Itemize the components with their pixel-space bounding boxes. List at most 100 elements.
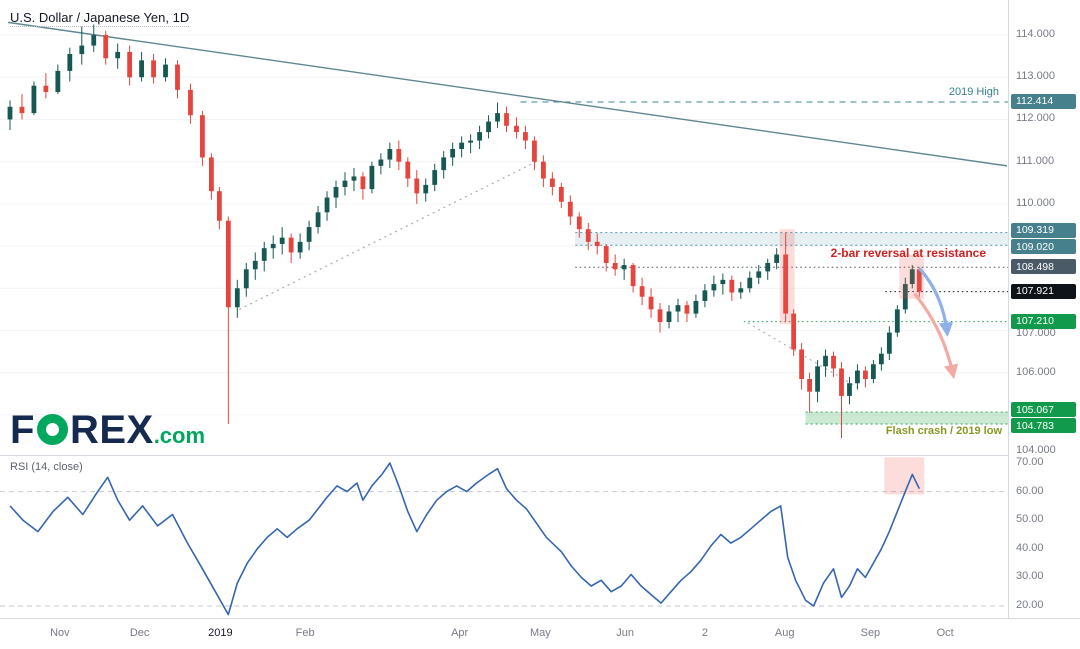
price-badge: 105.067 (1011, 402, 1076, 418)
pane-separator[interactable] (0, 455, 1080, 456)
price-tick-label: 110.000 (1016, 196, 1055, 209)
price-pane[interactable]: 2-bar reversal at resistance 2019 High Fla… (0, 0, 1008, 455)
candle (288, 237, 294, 253)
price-zone (805, 412, 1008, 425)
candle (163, 64, 168, 78)
price-axis[interactable]: 114.000 113.000 112.000 111.000 110.000 107.0… (1008, 0, 1080, 618)
candle (799, 349, 805, 380)
rsi-pane[interactable] (0, 455, 1008, 618)
candle (188, 89, 193, 116)
candle (831, 355, 836, 369)
high-2019-label: 2019 High (949, 86, 999, 98)
candle (477, 132, 482, 141)
candle (909, 269, 915, 285)
candle (693, 300, 699, 314)
candle (684, 305, 690, 314)
candle (378, 159, 384, 166)
rsi-tick-label: 70.00 (1016, 456, 1044, 468)
candle (432, 170, 438, 185)
candle (765, 262, 771, 272)
candle (208, 157, 214, 192)
candle (324, 197, 330, 213)
candle (7, 106, 13, 120)
candle (847, 383, 852, 396)
time-label: Oct (936, 627, 954, 639)
trendline[interactable] (747, 322, 862, 391)
trendline[interactable] (239, 161, 537, 310)
candle (495, 113, 500, 122)
candle (666, 311, 672, 323)
candle (127, 51, 133, 78)
candle (514, 125, 519, 133)
price-tick-label: 107.000 (1016, 327, 1056, 340)
candle (576, 216, 582, 230)
candle (504, 113, 509, 126)
candle (216, 191, 222, 221)
projection-arrow[interactable] (913, 293, 959, 380)
candle (360, 176, 366, 190)
symbol-title[interactable]: U.S. Dollar / Japanese Yen, 1D (10, 10, 190, 27)
candle (630, 265, 636, 287)
candle (423, 184, 429, 194)
time-axis[interactable]: Nov Dec 2019 Feb Apr May Jun 2 Aug Sep Oct (0, 618, 1080, 649)
candle (441, 157, 447, 171)
candle (815, 366, 820, 392)
candle (894, 309, 900, 333)
candle (657, 309, 663, 323)
time-label: 2 (701, 627, 708, 639)
candle (234, 288, 240, 308)
candle (459, 142, 465, 149)
candle (279, 237, 285, 244)
candle (200, 115, 205, 158)
candle (612, 262, 618, 270)
candle (91, 35, 97, 46)
candle (532, 140, 537, 162)
time-label: Apr (451, 627, 469, 639)
candle (297, 241, 303, 253)
projection-arrow[interactable] (918, 267, 954, 337)
rsi-highlight-box (884, 457, 925, 495)
time-label: Sep (860, 627, 881, 639)
candle (67, 54, 73, 71)
candle (103, 35, 109, 59)
flash-crash-label: Flash crash / 2019 low (886, 425, 1003, 437)
candle (486, 121, 491, 133)
time-label: May (530, 627, 551, 639)
trendline[interactable] (7, 21, 1008, 167)
candle (855, 370, 860, 384)
candle (175, 64, 180, 90)
candle (139, 60, 144, 78)
candle (243, 269, 249, 289)
candle (823, 355, 828, 367)
time-label: Dec (129, 627, 150, 639)
candle (783, 254, 789, 314)
forex-logo: F REX.com (10, 408, 205, 453)
candle (594, 241, 600, 247)
time-label: Jun (616, 627, 635, 639)
reversal-annotation: 2-bar reversal at resistance (831, 246, 987, 260)
candle (902, 284, 908, 310)
rsi-indicator-label[interactable]: RSI (14, close) (10, 461, 83, 473)
rsi-tick-label: 50.00 (1016, 513, 1044, 526)
candle (333, 186, 339, 198)
candle (151, 60, 156, 78)
candle (342, 180, 348, 187)
candle (252, 260, 258, 270)
candle (315, 212, 321, 228)
time-label: Aug (774, 627, 795, 639)
candle (711, 284, 717, 291)
candle (916, 269, 922, 292)
candle (270, 243, 276, 249)
candle (55, 70, 61, 93)
candle (43, 85, 49, 93)
candle (468, 140, 474, 143)
time-label: Nov (50, 627, 70, 639)
candle (351, 176, 357, 181)
candle (450, 148, 456, 158)
candle (225, 220, 231, 308)
rsi-tick-label: 20.00 (1016, 598, 1044, 611)
price-tick-label: 104.000 (1016, 444, 1056, 457)
candle (747, 277, 753, 289)
candle (523, 132, 528, 141)
candle (729, 279, 735, 293)
